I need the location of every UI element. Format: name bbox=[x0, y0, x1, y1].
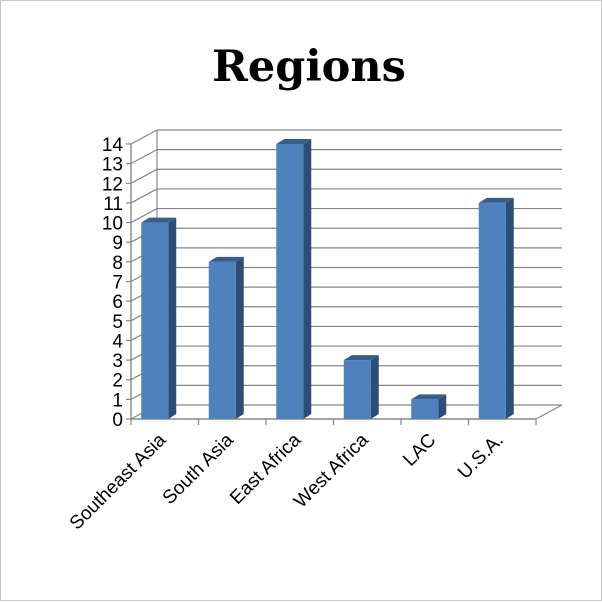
y-tick-label: 4 bbox=[112, 331, 123, 352]
gridline-depth bbox=[130, 208, 158, 224]
x-tick-label: LAC bbox=[399, 430, 440, 471]
bar-side bbox=[505, 197, 514, 419]
chart-title: Regions bbox=[212, 42, 406, 92]
bar-top bbox=[208, 256, 244, 262]
gridline-depth bbox=[130, 188, 158, 204]
bar-side bbox=[303, 139, 312, 419]
bar-front bbox=[411, 399, 439, 419]
bar-side bbox=[370, 355, 379, 419]
floor-edge bbox=[535, 404, 563, 420]
bar-side bbox=[438, 394, 447, 419]
y-tick-label: 12 bbox=[102, 174, 123, 195]
bar-west-africa bbox=[343, 355, 379, 419]
x-tick-label: West Africa bbox=[290, 429, 373, 512]
bar-top bbox=[276, 139, 312, 144]
x-tick-label: South Asia bbox=[159, 429, 238, 508]
y-tick-label: 5 bbox=[112, 312, 123, 333]
bar-front bbox=[141, 222, 169, 419]
y-tick-label: 9 bbox=[112, 233, 123, 254]
x-tick-label: Southeast Asia bbox=[66, 429, 171, 534]
y-tick-label: 13 bbox=[102, 155, 123, 176]
y-tick-label: 8 bbox=[112, 253, 123, 274]
y-tick-label: 14 bbox=[102, 135, 124, 156]
bar-side bbox=[235, 256, 244, 419]
bar-south-asia bbox=[208, 256, 244, 419]
gridline-depth bbox=[130, 149, 158, 165]
gridline-depth bbox=[130, 168, 158, 184]
bar-side bbox=[168, 217, 177, 419]
y-tick-label: 1 bbox=[112, 390, 123, 411]
bar-front bbox=[208, 261, 236, 419]
bar-southeast-asia bbox=[141, 217, 177, 419]
bar-front bbox=[276, 144, 304, 419]
bar-front bbox=[478, 202, 506, 419]
x-tick-label: U.S.A. bbox=[454, 430, 508, 484]
chart-axes bbox=[126, 143, 537, 425]
bar-lac bbox=[411, 394, 447, 419]
y-tick-label: 2 bbox=[112, 371, 123, 392]
y-tick-label: 7 bbox=[112, 273, 123, 294]
bar-top bbox=[141, 217, 177, 223]
bar-front bbox=[343, 360, 371, 419]
gridline-depth bbox=[130, 129, 158, 145]
y-tick-label: 3 bbox=[112, 351, 123, 372]
bar-u-s-a- bbox=[478, 197, 514, 419]
bar-east-africa bbox=[276, 139, 312, 419]
bar-top bbox=[343, 355, 379, 361]
bar-top bbox=[478, 197, 514, 203]
bar-top bbox=[411, 394, 447, 400]
y-tick-label: 6 bbox=[112, 292, 123, 313]
y-tick-label: 0 bbox=[112, 410, 123, 431]
y-tick-label: 10 bbox=[102, 214, 123, 235]
chart-bars bbox=[141, 139, 514, 419]
y-tick-label: 11 bbox=[103, 194, 123, 215]
